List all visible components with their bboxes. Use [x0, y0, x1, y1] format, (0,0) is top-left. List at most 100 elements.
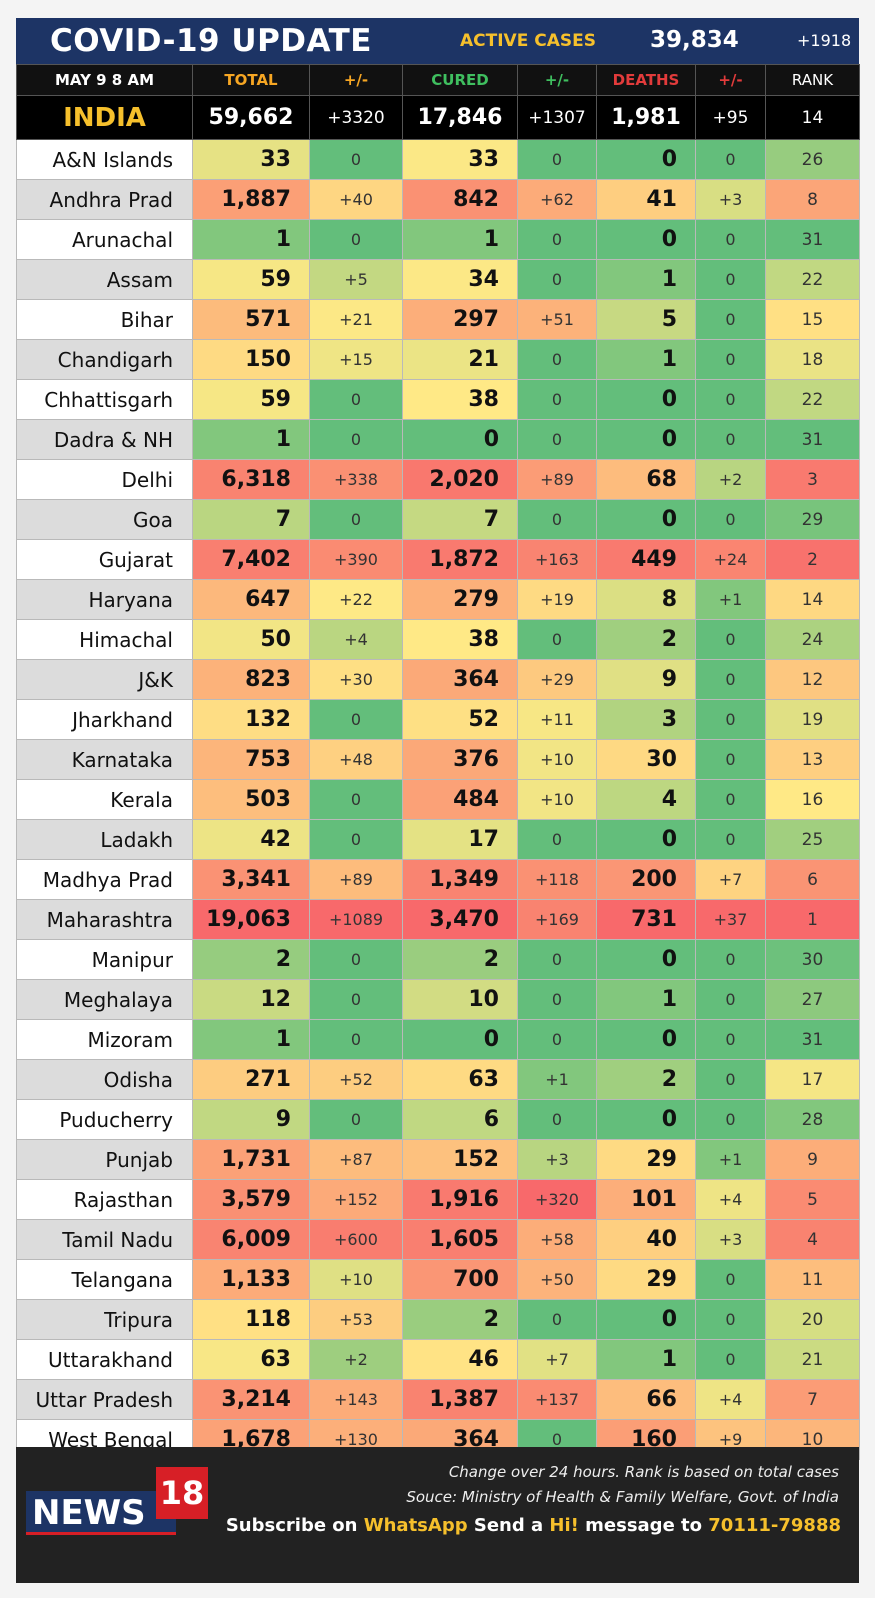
- cell-deaths: 101: [596, 1179, 696, 1220]
- cell-total-change: +52: [309, 1059, 403, 1100]
- cell-cured-change: +89: [517, 459, 597, 500]
- cell-deaths-change: 0: [695, 1019, 766, 1060]
- cell-deaths-change: 0: [695, 819, 766, 860]
- cell-deaths-change: 0: [695, 779, 766, 820]
- cell-cured-change: 0: [517, 819, 597, 860]
- cell-cured: 3,470: [402, 899, 518, 940]
- table-row: Meghalaya 12 0 10 0 1 0 27: [16, 979, 860, 1020]
- logo-18-badge: 18: [156, 1467, 208, 1519]
- cell-rank: 6: [765, 859, 860, 900]
- cell-total: 19,063: [192, 899, 310, 940]
- cell-total-change: +600: [309, 1219, 403, 1260]
- covid-update-card: COVID-19 UPDATE ACTIVE CASES 39,834 +191…: [16, 18, 860, 1583]
- cell-deaths-change: 0: [695, 1259, 766, 1300]
- cell-deaths-change: 0: [695, 259, 766, 300]
- cell-total-change: +53: [309, 1299, 403, 1340]
- cell-cured: 376: [402, 739, 518, 780]
- table-row: Kerala 503 0 484 +10 4 0 16: [16, 779, 860, 820]
- cell-rank: 12: [765, 659, 860, 700]
- cell-total-change: 0: [309, 419, 403, 460]
- cell-rank: 2: [765, 539, 860, 580]
- cell-cured-change: +58: [517, 1219, 597, 1260]
- cell-rank: 30: [765, 939, 860, 980]
- cell-deaths-change: +3: [695, 179, 766, 220]
- cell-deaths-change: 0: [695, 699, 766, 740]
- cell-total: 59: [192, 379, 310, 420]
- state-name: Uttar Pradesh: [16, 1379, 193, 1420]
- cell-deaths: 5: [596, 299, 696, 340]
- cell-total-change: +2: [309, 1339, 403, 1380]
- cell-cured: 2: [402, 1299, 518, 1340]
- state-name: Chhattisgarh: [16, 379, 193, 420]
- cell-rank: 31: [765, 1019, 860, 1060]
- table-row: Chhattisgarh 59 0 38 0 0 0 22: [16, 379, 860, 420]
- cell-rank: 1: [765, 899, 860, 940]
- cell-deaths-change: +7: [695, 859, 766, 900]
- cell-rank: 8: [765, 179, 860, 220]
- cell-deaths: 41: [596, 179, 696, 220]
- cell-rank: 31: [765, 419, 860, 460]
- state-name: Manipur: [16, 939, 193, 980]
- subscribe-text-2: Send a: [467, 1515, 550, 1536]
- cell-total: 132: [192, 699, 310, 740]
- state-name: Haryana: [16, 579, 193, 620]
- cell-rank: 3: [765, 459, 860, 500]
- cell-cured: 6: [402, 1099, 518, 1140]
- cell-cured-change: 0: [517, 1019, 597, 1060]
- cell-rank: 18: [765, 339, 860, 380]
- cell-deaths: 30: [596, 739, 696, 780]
- cell-deaths-change: 0: [695, 379, 766, 420]
- table-row: Odisha 271 +52 63 +1 2 0 17: [16, 1059, 860, 1100]
- cell-cured-change: 0: [517, 339, 597, 380]
- cell-cured: 1,605: [402, 1219, 518, 1260]
- column-header-row: MAY 9 8 AM TOTAL +/- CURED +/- DEATHS +/…: [16, 64, 860, 96]
- cell-cured-change: +169: [517, 899, 597, 940]
- state-name: Chandigarh: [16, 339, 193, 380]
- cell-cured-change: +19: [517, 579, 597, 620]
- cell-rank: 11: [765, 1259, 860, 1300]
- cell-total-change: 0: [309, 499, 403, 540]
- table-row: Manipur 2 0 2 0 0 0 30: [16, 939, 860, 980]
- date-header: MAY 9 8 AM: [16, 64, 193, 96]
- cell-deaths: 0: [596, 1099, 696, 1140]
- cell-total-change: +4: [309, 619, 403, 660]
- cell-deaths: 8: [596, 579, 696, 620]
- cell-total-change: 0: [309, 939, 403, 980]
- cell-deaths: 731: [596, 899, 696, 940]
- table-row: Maharashtra 19,063 +1089 3,470 +169 731 +37 1: [16, 899, 860, 940]
- whatsapp-link[interactable]: WhatsApp: [363, 1515, 468, 1536]
- cell-total-change: +48: [309, 739, 403, 780]
- page-title: COVID-19 UPDATE: [50, 23, 372, 59]
- active-cases-value: 39,834: [650, 27, 739, 53]
- cell-deaths: 3: [596, 699, 696, 740]
- india-cured: 17,846: [402, 95, 518, 140]
- cell-total: 63: [192, 1339, 310, 1380]
- cell-cured: 17: [402, 819, 518, 860]
- india-rank: 14: [765, 95, 860, 140]
- cell-deaths: 0: [596, 419, 696, 460]
- cell-cured-change: +3: [517, 1139, 597, 1180]
- active-cases-label: ACTIVE CASES: [460, 31, 596, 51]
- cell-deaths: 1: [596, 1339, 696, 1380]
- cell-deaths-change: 0: [695, 419, 766, 460]
- cell-total-change: +390: [309, 539, 403, 580]
- state-name: Ladakh: [16, 819, 193, 860]
- table-row: Telangana 1,133 +10 700 +50 29 0 11: [16, 1259, 860, 1300]
- cell-cured-change: +50: [517, 1259, 597, 1300]
- cell-deaths: 1: [596, 259, 696, 300]
- cell-total: 6,318: [192, 459, 310, 500]
- whatsapp-number[interactable]: 70111-79888: [708, 1515, 841, 1536]
- subscribe-text-1: Subscribe on: [225, 1515, 364, 1536]
- table-row: Tamil Nadu 6,009 +600 1,605 +58 40 +3 4: [16, 1219, 860, 1260]
- active-cases-change: +1918: [797, 31, 852, 50]
- cell-deaths: 0: [596, 499, 696, 540]
- cell-cured-change: 0: [517, 139, 597, 180]
- cell-deaths: 2: [596, 619, 696, 660]
- cell-deaths-change: 0: [695, 499, 766, 540]
- cell-deaths: 29: [596, 1259, 696, 1300]
- cell-cured-change: 0: [517, 1099, 597, 1140]
- cured-change-header: +/-: [517, 64, 597, 96]
- cell-rank: 27: [765, 979, 860, 1020]
- cell-total-change: +40: [309, 179, 403, 220]
- state-name: Uttarakhand: [16, 1339, 193, 1380]
